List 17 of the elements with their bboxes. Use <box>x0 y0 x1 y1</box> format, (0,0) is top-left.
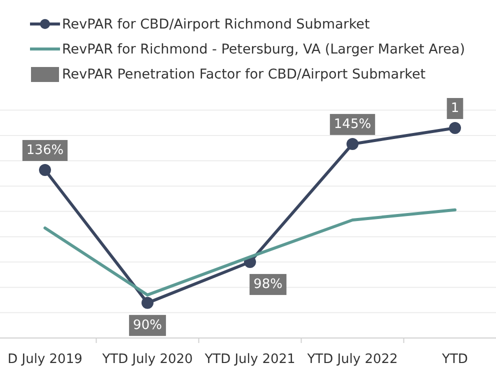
annotation: 90% <box>133 318 162 333</box>
annotation: 145% <box>334 116 372 132</box>
point <box>346 138 358 150</box>
legend-label: RevPAR Penetration Factor for CBD/Airport Submarket <box>62 66 426 83</box>
legend-label: RevPAR for Richmond - Petersburg, VA (Larger Market Area) <box>62 42 465 58</box>
x-tick-label: YTD <box>441 352 468 367</box>
annotation: 1 <box>450 101 460 116</box>
annotation: 98% <box>254 276 282 292</box>
x-tick-label: YTD July 2021 <box>204 352 296 367</box>
point <box>449 122 461 134</box>
legend-label: RevPAR for CBD/Airport Richmond Submarket <box>62 16 370 33</box>
annotation: 136% <box>26 143 64 158</box>
point <box>142 296 154 309</box>
x-tick-label: YTD July 2020 <box>101 352 193 367</box>
x-tick-label: D July 2019 <box>8 352 82 367</box>
point <box>39 164 51 176</box>
x-tick-label: YTD July 2022 <box>306 352 398 367</box>
